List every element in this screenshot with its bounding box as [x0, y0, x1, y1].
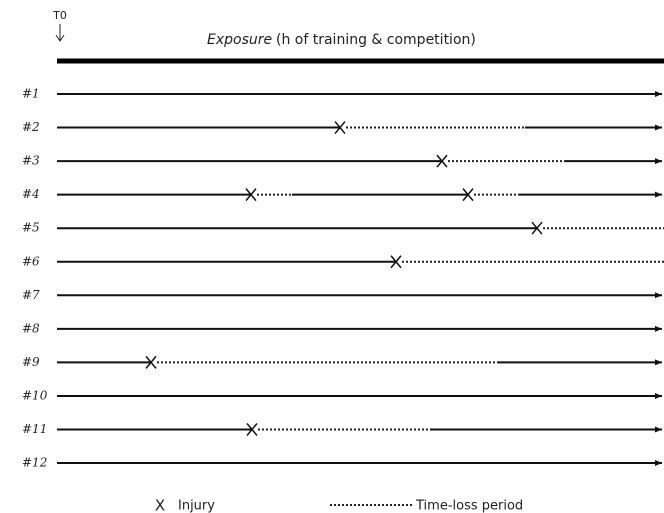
- legend: X Injury Time-loss period: [155, 497, 523, 513]
- row-label: #4: [22, 187, 40, 201]
- injury-mark: [462, 188, 474, 202]
- injury-mark: [246, 423, 258, 436]
- row-label: #12: [22, 456, 47, 470]
- row-label: #3: [22, 154, 40, 168]
- injury-mark: [245, 188, 257, 202]
- legend-injury-symbol: X: [155, 497, 165, 513]
- row-label: #9: [22, 355, 40, 369]
- exposure-detail: (h of training & competition): [276, 32, 476, 48]
- legend-time-loss: Time-loss period: [415, 499, 523, 513]
- exposure-title: Exposure: [207, 32, 272, 48]
- injury-mark: [531, 221, 543, 235]
- injury-mark: [145, 355, 157, 369]
- injury-mark: [436, 154, 448, 168]
- row-label: #1: [22, 87, 40, 101]
- t0-label: T0: [52, 9, 67, 22]
- row-label: #10: [22, 388, 48, 402]
- row-label: #8: [22, 321, 40, 335]
- row-label: #6: [22, 254, 40, 268]
- t0-arrowhead: [55, 34, 65, 42]
- row-label: #5: [22, 221, 40, 235]
- rows: #1 #2 #3 #4 #5 #6 #7 #8 #9 #10 #11 #12: [22, 87, 664, 470]
- row-label: #11: [22, 422, 47, 436]
- injury-mark: [390, 255, 402, 269]
- row-label: #2: [22, 120, 40, 134]
- row-label: #7: [22, 288, 40, 302]
- injury-mark: [334, 121, 346, 135]
- legend-injury: Injury: [178, 499, 215, 513]
